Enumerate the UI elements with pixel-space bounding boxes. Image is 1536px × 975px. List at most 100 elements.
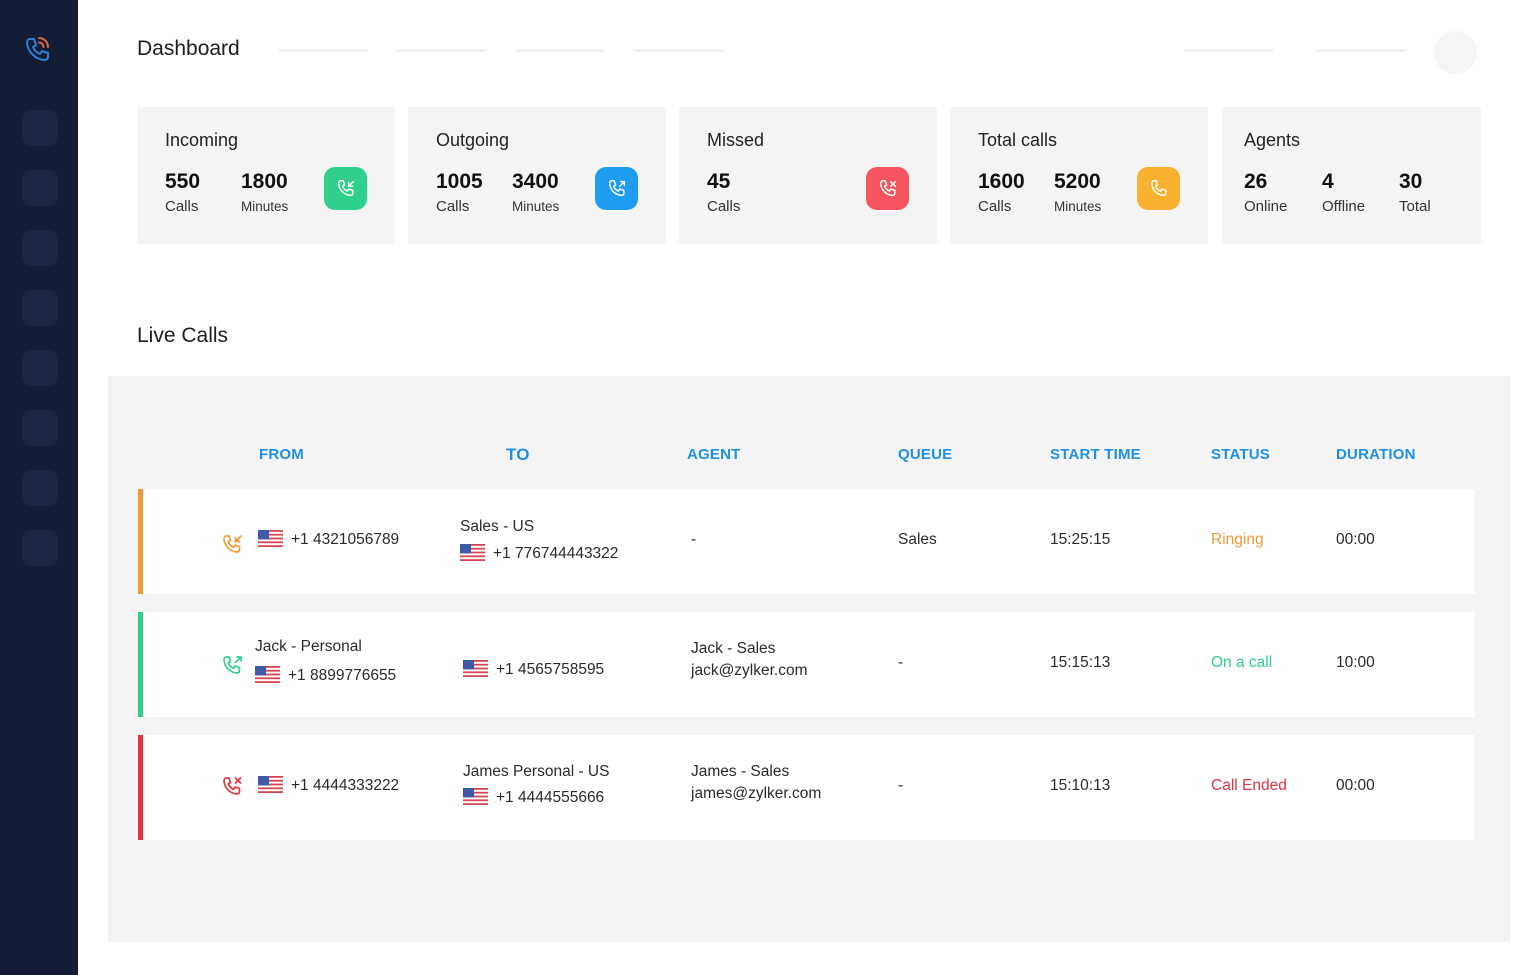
phone-number: +1 4444555666 <box>496 789 605 806</box>
column-header-start-time[interactable]: START TIME <box>1050 446 1141 463</box>
queue: - <box>898 654 904 671</box>
stat-calls: 550 Calls <box>165 169 200 217</box>
phone-logo-icon[interactable] <box>22 34 52 64</box>
stat-value: 1800 <box>241 170 288 193</box>
nav-placeholder[interactable] <box>1316 49 1406 52</box>
missed-card[interactable]: Missed 45 Calls <box>679 107 937 244</box>
sidebar-item[interactable] <box>22 530 58 566</box>
phone-number: +1 776744443322 <box>493 545 619 562</box>
stat-value: 30 <box>1399 170 1423 193</box>
stat-value: 1600 <box>978 170 1025 193</box>
stat-minutes: 3400 Minutes <box>512 169 559 217</box>
start-time: 15:10:13 <box>1050 777 1111 794</box>
us-flag-icon <box>460 544 485 561</box>
us-flag-icon <box>463 788 488 805</box>
nav-placeholder[interactable] <box>396 49 486 52</box>
sidebar-item[interactable] <box>22 350 58 386</box>
to-number: +1 4565758595 <box>463 659 604 681</box>
nav-placeholder[interactable] <box>515 49 605 52</box>
section-title: Live Calls <box>137 324 229 347</box>
card-title: Total calls <box>978 130 1058 150</box>
phone-number: +1 4321056789 <box>291 531 400 548</box>
us-flag-icon <box>258 776 283 793</box>
sidebar-item[interactable] <box>22 110 58 146</box>
stat-value: 26 <box>1244 170 1268 193</box>
stat-label: Online <box>1244 198 1288 215</box>
column-header-from[interactable]: FROM <box>259 446 304 463</box>
stat-value: 1005 <box>436 170 483 193</box>
stat-online: 26 Online <box>1244 169 1287 217</box>
sidebar-item[interactable] <box>22 230 58 266</box>
table-row[interactable]: +1 4321056789 Sales - US +1 776744443322… <box>138 489 1475 594</box>
stat-label: Minutes <box>512 199 560 214</box>
sidebar-item[interactable] <box>22 470 58 506</box>
stat-label: Offline <box>1322 198 1366 215</box>
stat-calls: 45 Calls <box>707 169 740 217</box>
duration: 00:00 <box>1336 531 1375 548</box>
from-number: +1 4444333222 <box>258 775 399 797</box>
phone-number: +1 4565758595 <box>496 661 605 678</box>
us-flag-icon <box>463 660 488 677</box>
phone-icon <box>1137 167 1180 210</box>
nav-placeholder[interactable] <box>634 49 724 52</box>
nav-placeholder[interactable] <box>278 49 368 52</box>
incoming-call-icon <box>223 535 242 553</box>
total-calls-card[interactable]: Total calls 1600 Calls 5200 Minutes <box>950 107 1208 244</box>
outgoing-call-icon <box>595 167 638 210</box>
stat-label: Calls <box>978 198 1012 215</box>
row-accent <box>138 489 143 594</box>
start-time: 15:15:13 <box>1050 654 1111 671</box>
from-number: +1 8899776655 <box>255 665 396 687</box>
agent-name: - <box>691 531 697 548</box>
status-text: On a call <box>1211 654 1273 671</box>
column-header-duration[interactable]: DURATION <box>1336 446 1416 463</box>
stat-minutes: 1800 Minutes <box>241 169 288 217</box>
agent-name: Jack - Sales <box>691 640 776 657</box>
nav-placeholder[interactable] <box>1184 49 1274 52</box>
stat-label: Total <box>1399 198 1431 215</box>
column-header-queue[interactable]: QUEUE <box>898 446 953 463</box>
sidebar <box>0 0 78 975</box>
row-accent <box>138 612 143 717</box>
live-calls-table: FROM TO AGENT QUEUE START TIME STATUS DU… <box>108 376 1510 942</box>
status-text: Ringing <box>1211 531 1264 548</box>
incoming-card[interactable]: Incoming 550 Calls 1800 Minutes <box>137 107 395 244</box>
table-row[interactable]: +1 4444333222 James Personal - US +1 444… <box>138 735 1475 840</box>
card-title: Incoming <box>165 130 239 150</box>
stat-label: Calls <box>707 198 741 215</box>
queue: - <box>898 777 904 794</box>
incoming-call-icon <box>324 167 367 210</box>
phone-number: +1 8899776655 <box>288 667 397 684</box>
duration: 00:00 <box>1336 777 1375 794</box>
agent-email: jack@zylker.com <box>691 662 808 679</box>
card-title: Outgoing <box>436 130 510 150</box>
stat-label: Calls <box>165 198 199 215</box>
avatar[interactable] <box>1434 31 1477 74</box>
missed-call-icon <box>866 167 909 210</box>
stat-label: Calls <box>436 198 470 215</box>
column-header-status[interactable]: STATUS <box>1211 446 1270 463</box>
to-name: Sales - US <box>460 518 535 535</box>
to-number: +1 4444555666 <box>463 787 604 809</box>
column-header-to[interactable]: TO <box>506 445 530 464</box>
outgoing-card[interactable]: Outgoing 1005 Calls 3400 Minutes <box>408 107 666 244</box>
sidebar-item[interactable] <box>22 170 58 206</box>
stat-calls: 1600 Calls <box>978 169 1025 217</box>
agents-card[interactable]: Agents 26 Online 4 Offline 30 Total <box>1222 107 1481 244</box>
agent-email: james@zylker.com <box>691 785 822 802</box>
sidebar-item[interactable] <box>22 410 58 446</box>
us-flag-icon <box>255 666 280 683</box>
to-number: +1 776744443322 <box>460 543 618 565</box>
table-row[interactable]: Jack - Personal +1 8899776655 +1 4565758… <box>138 612 1475 717</box>
stat-value: 3400 <box>512 170 559 193</box>
us-flag-icon <box>258 530 283 547</box>
column-header-agent[interactable]: AGENT <box>687 446 741 463</box>
to-name: James Personal - US <box>463 763 610 780</box>
stat-value: 550 <box>165 170 201 193</box>
sidebar-item[interactable] <box>22 290 58 326</box>
agent-name: James - Sales <box>691 763 790 780</box>
stat-calls: 1005 Calls <box>436 169 483 217</box>
card-title: Missed <box>707 130 765 150</box>
queue: Sales <box>898 531 937 548</box>
stat-label: Minutes <box>241 199 289 214</box>
